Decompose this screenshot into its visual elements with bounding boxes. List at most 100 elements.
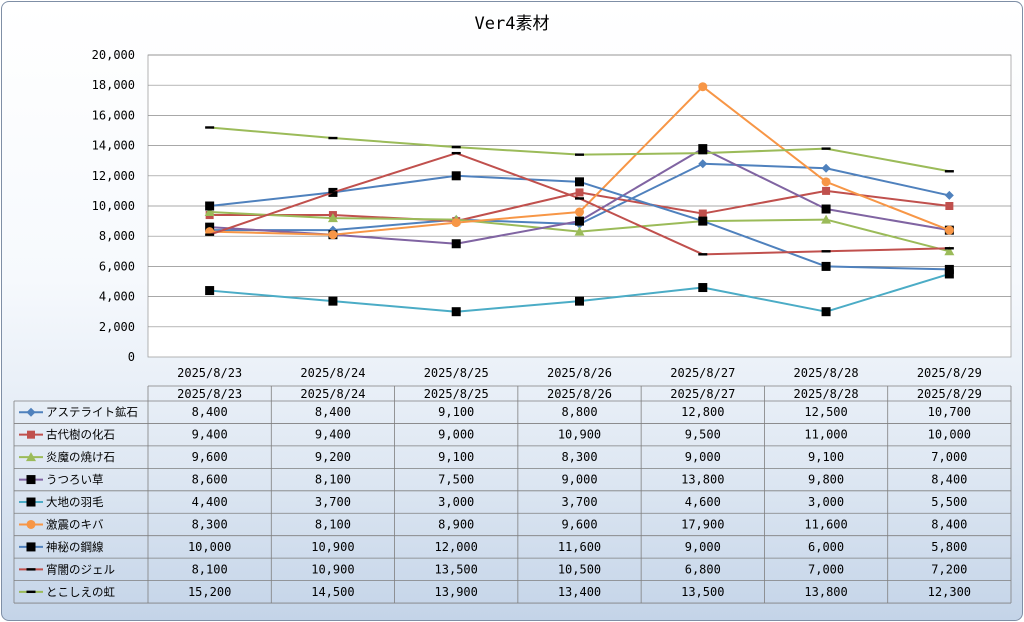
table-cell: 8,400 — [931, 517, 967, 531]
legend-key — [19, 475, 43, 485]
data-point — [26, 497, 36, 507]
x-tick-label: 2025/8/28 — [794, 366, 859, 380]
table-cell: 8,800 — [561, 405, 597, 419]
legend-label: うつろい草 — [46, 473, 104, 487]
table-cell: 9,000 — [438, 428, 474, 442]
table-header-cell: 2025/8/23 — [177, 387, 242, 401]
data-point — [26, 519, 36, 529]
table-cell: 10,000 — [928, 428, 971, 442]
table-cell: 5,800 — [931, 540, 967, 554]
data-point — [698, 82, 708, 92]
legend-key — [19, 568, 43, 571]
data-point — [575, 153, 584, 156]
data-point — [328, 230, 338, 240]
x-tick-label: 2025/8/24 — [300, 366, 365, 380]
table-cell: 9,600 — [561, 517, 597, 531]
data-point — [575, 197, 584, 200]
data-point — [205, 126, 215, 129]
table-cell: 7,000 — [808, 562, 844, 576]
legend-label: アステライト鉱石 — [46, 405, 138, 419]
table-cell: 9,100 — [438, 450, 474, 464]
table-cell: 9,800 — [808, 473, 844, 487]
data-point — [451, 307, 461, 317]
table-cell: 12,800 — [681, 405, 724, 419]
table-cell: 10,900 — [311, 540, 354, 554]
x-tick-label: 2025/8/23 — [177, 366, 242, 380]
table-cell: 9,000 — [685, 450, 721, 464]
table-cell: 11,600 — [804, 517, 847, 531]
table-cell: 9,000 — [561, 473, 597, 487]
table-cell: 9,100 — [438, 405, 474, 419]
legend-key — [19, 519, 43, 529]
data-point — [945, 202, 954, 210]
legend-key — [19, 407, 43, 417]
data-point — [821, 204, 831, 214]
table-cell: 3,700 — [561, 495, 597, 509]
data-point — [451, 145, 461, 149]
data-table: 2025/8/23 2025/8/24 2025/8/25 2025/8/26 2025… — [13, 385, 1012, 604]
y-tick-label: 14,000 — [92, 139, 135, 153]
table-cell: 12,500 — [804, 405, 847, 419]
table-cell: 9,600 — [192, 450, 228, 464]
table-cell: 10,000 — [188, 540, 231, 554]
table-cell: 6,000 — [808, 540, 844, 554]
data-point — [26, 590, 36, 594]
data-point — [698, 159, 708, 169]
y-tick-label: 16,000 — [92, 108, 135, 122]
data-point — [575, 207, 584, 217]
data-point — [328, 296, 338, 306]
table-cell: 3,000 — [808, 495, 844, 509]
table-header-cell: 2025/8/29 — [917, 387, 982, 401]
data-point — [698, 216, 708, 226]
table-cell: 9,200 — [315, 450, 351, 464]
data-point — [821, 261, 831, 271]
legend-key — [19, 590, 43, 594]
data-point — [821, 163, 831, 173]
y-axis-ticks: 0 2,000 4,000 6,000 8,000 10,000 12,000 14,000 1… — [92, 48, 135, 364]
y-tick-label: 2,000 — [99, 320, 135, 334]
y-tick-label: 12,000 — [92, 169, 135, 183]
x-tick-label: 2025/8/26 — [547, 366, 612, 380]
x-axis-ticks: 2025/8/23 2025/8/24 2025/8/25 2025/8/26 2025… — [177, 366, 982, 380]
table-cell: 9,400 — [315, 428, 351, 442]
data-point — [205, 286, 215, 296]
table-cell: 8,900 — [438, 517, 474, 531]
series-9 — [205, 126, 954, 173]
data-point — [821, 147, 831, 150]
table-cell: 9,500 — [685, 428, 721, 442]
table-cell: 8,100 — [315, 473, 351, 487]
legend-label: 激震のキバ — [46, 517, 104, 531]
x-tick-label: 2025/8/25 — [424, 366, 489, 380]
table-cell: 6,800 — [685, 562, 721, 576]
table-cell: 8,400 — [315, 405, 351, 419]
table-cell: 12,000 — [435, 540, 478, 554]
data-point — [451, 151, 461, 155]
data-point — [328, 136, 338, 140]
table-cell: 5,500 — [931, 495, 967, 509]
data-point — [821, 250, 831, 253]
data-point — [575, 296, 584, 306]
table-cell: 8,100 — [315, 517, 351, 531]
data-point — [26, 475, 36, 485]
table-cell: 7,500 — [438, 473, 474, 487]
table-cell: 8,300 — [192, 517, 228, 531]
table-cell: 13,800 — [804, 585, 847, 599]
series-5 — [205, 269, 954, 317]
y-tick-label: 18,000 — [92, 78, 135, 92]
data-point — [26, 542, 36, 552]
data-point — [26, 407, 36, 417]
data-point — [944, 247, 954, 250]
table-cell: 13,900 — [435, 585, 478, 599]
table-header-cell: 2025/8/24 — [300, 387, 365, 401]
table-cell: 10,900 — [311, 562, 354, 576]
table-cell: 13,500 — [435, 562, 478, 576]
y-tick-label: 4,000 — [99, 290, 135, 304]
table-cell: 14,500 — [311, 585, 354, 599]
table-header-cell: 2025/8/26 — [547, 387, 612, 401]
data-point — [574, 226, 585, 236]
data-point — [944, 225, 954, 235]
data-point — [698, 253, 708, 256]
data-point — [205, 201, 215, 211]
y-tick-label: 20,000 — [92, 48, 135, 62]
